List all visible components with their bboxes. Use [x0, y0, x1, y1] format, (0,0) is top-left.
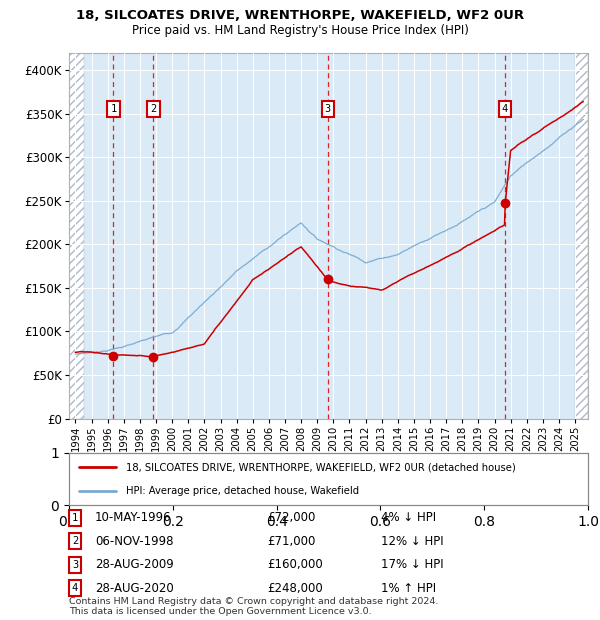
Text: 1: 1 — [72, 513, 78, 523]
Text: 4% ↓ HPI: 4% ↓ HPI — [381, 512, 436, 524]
Text: 1% ↑ HPI: 1% ↑ HPI — [381, 582, 436, 595]
Text: 28-AUG-2020: 28-AUG-2020 — [95, 582, 173, 595]
Text: 3: 3 — [325, 104, 331, 114]
Text: 12% ↓ HPI: 12% ↓ HPI — [381, 535, 443, 547]
Text: 28-AUG-2009: 28-AUG-2009 — [95, 559, 173, 571]
Text: £160,000: £160,000 — [267, 559, 323, 571]
Text: 18, SILCOATES DRIVE, WRENTHORPE, WAKEFIELD, WF2 0UR (detached house): 18, SILCOATES DRIVE, WRENTHORPE, WAKEFIE… — [126, 463, 516, 472]
Text: 06-NOV-1998: 06-NOV-1998 — [95, 535, 173, 547]
Bar — [575, 53, 588, 419]
Text: 3: 3 — [72, 560, 78, 570]
Text: 2: 2 — [72, 536, 78, 546]
Text: HPI: Average price, detached house, Wakefield: HPI: Average price, detached house, Wake… — [126, 485, 359, 495]
Text: Price paid vs. HM Land Registry's House Price Index (HPI): Price paid vs. HM Land Registry's House … — [131, 24, 469, 37]
Text: 1: 1 — [110, 104, 116, 114]
Text: 17% ↓ HPI: 17% ↓ HPI — [381, 559, 443, 571]
Text: 4: 4 — [502, 104, 508, 114]
Text: £248,000: £248,000 — [267, 582, 323, 595]
Bar — [575, 53, 588, 419]
Text: 4: 4 — [72, 583, 78, 593]
Text: £72,000: £72,000 — [267, 512, 316, 524]
Bar — [69, 53, 83, 419]
Text: 18, SILCOATES DRIVE, WRENTHORPE, WAKEFIELD, WF2 0UR: 18, SILCOATES DRIVE, WRENTHORPE, WAKEFIE… — [76, 9, 524, 22]
Text: Contains HM Land Registry data © Crown copyright and database right 2024.: Contains HM Land Registry data © Crown c… — [69, 597, 439, 606]
Text: 10-MAY-1996: 10-MAY-1996 — [95, 512, 172, 524]
Bar — [69, 53, 83, 419]
Text: 2: 2 — [151, 104, 157, 114]
Text: £71,000: £71,000 — [267, 535, 316, 547]
Text: This data is licensed under the Open Government Licence v3.0.: This data is licensed under the Open Gov… — [69, 607, 371, 616]
